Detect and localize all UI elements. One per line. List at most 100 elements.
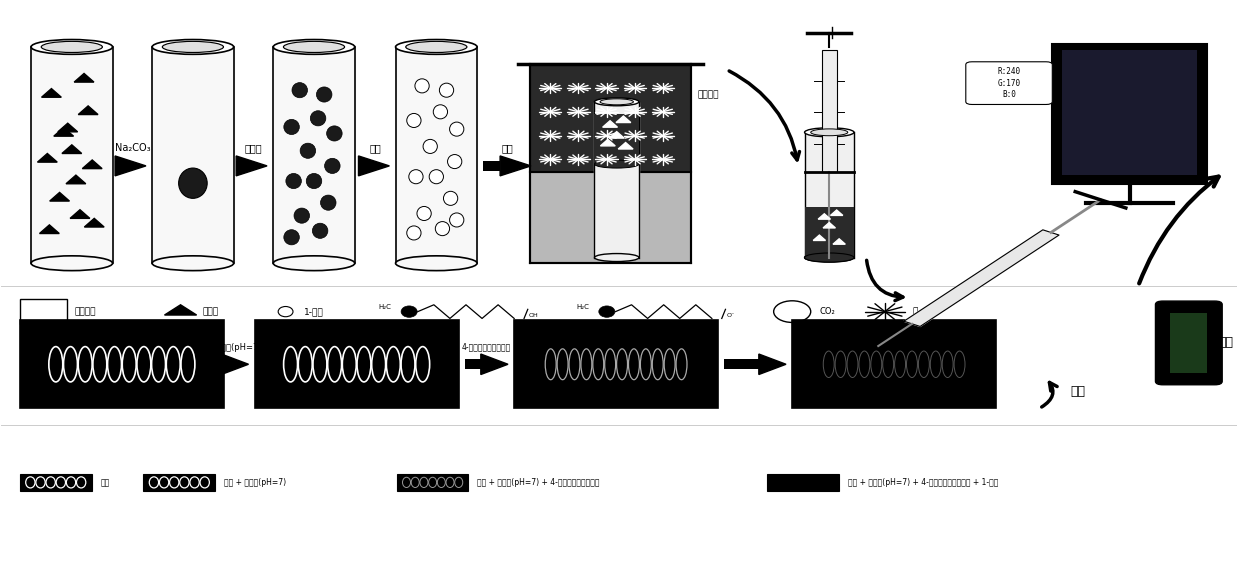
Bar [465, 359, 483, 370]
Ellipse shape [162, 41, 223, 53]
Ellipse shape [444, 191, 457, 205]
Polygon shape [610, 132, 624, 138]
Bar [274, 47, 354, 263]
Ellipse shape [279, 307, 292, 317]
Bar [483, 161, 501, 171]
Bar [595, 102, 639, 257]
Polygon shape [62, 145, 82, 153]
Ellipse shape [595, 98, 639, 106]
Bar [255, 320, 458, 408]
Bar [31, 47, 113, 263]
Bar [514, 320, 719, 408]
Polygon shape [618, 142, 633, 149]
Polygon shape [501, 156, 532, 176]
Ellipse shape [434, 105, 447, 119]
Text: 冰: 冰 [912, 307, 917, 316]
Ellipse shape [406, 226, 421, 240]
Ellipse shape [804, 253, 854, 262]
Bar [821, 50, 836, 172]
Ellipse shape [292, 82, 307, 98]
Ellipse shape [395, 39, 477, 54]
Ellipse shape [31, 256, 113, 271]
Ellipse shape [415, 79, 429, 93]
Polygon shape [823, 223, 835, 228]
Text: 拍照: 拍照 [1070, 385, 1085, 398]
Ellipse shape [31, 39, 113, 54]
Bar [115, 161, 119, 171]
Text: 水溶液(pH=7): 水溶液(pH=7) [217, 343, 263, 352]
Ellipse shape [310, 111, 326, 126]
Bar [224, 359, 230, 370]
Ellipse shape [41, 41, 103, 53]
Ellipse shape [804, 253, 854, 262]
Polygon shape [222, 354, 249, 375]
Text: 样品溶液: 样品溶液 [74, 307, 95, 316]
Text: 拍照: 拍照 [1218, 336, 1234, 349]
Bar [725, 359, 761, 370]
Polygon shape [602, 121, 617, 127]
Text: 柠檬酸: 柠檬酸 [244, 144, 263, 153]
Ellipse shape [284, 230, 300, 245]
Ellipse shape [294, 208, 310, 223]
Ellipse shape [395, 256, 477, 271]
Ellipse shape [274, 256, 354, 271]
FancyBboxPatch shape [1156, 301, 1222, 385]
Ellipse shape [600, 99, 633, 105]
Text: 棉线 + 水溶液(pH=7): 棉线 + 水溶液(pH=7) [224, 478, 286, 487]
Polygon shape [601, 140, 616, 146]
Polygon shape [58, 123, 78, 132]
Ellipse shape [450, 122, 463, 136]
Ellipse shape [435, 221, 450, 236]
Text: 棉线 + 水溶液(pH=7) + 4-甲氧苯重氮四氟饶盐 + 1-草醇: 棉线 + 水溶液(pH=7) + 4-甲氧苯重氮四氟饶盐 + 1-草醇 [847, 478, 999, 487]
Ellipse shape [595, 253, 639, 261]
Ellipse shape [286, 173, 301, 189]
Text: 棉线 + 水溶液(pH=7) + 4-甲氧苯重氮四氟饶盐: 棉线 + 水溶液(pH=7) + 4-甲氧苯重氮四氟饶盐 [477, 478, 600, 487]
Polygon shape [481, 354, 508, 375]
Bar [530, 172, 691, 263]
Ellipse shape [447, 154, 462, 169]
Polygon shape [84, 219, 104, 227]
Ellipse shape [595, 160, 639, 168]
Ellipse shape [152, 39, 234, 54]
Ellipse shape [274, 39, 354, 54]
Text: H₂C: H₂C [576, 304, 589, 310]
Text: 去除水颗: 去除水颗 [698, 90, 719, 99]
Polygon shape [82, 160, 102, 169]
Ellipse shape [773, 301, 810, 323]
FancyBboxPatch shape [965, 62, 1052, 105]
Ellipse shape [312, 223, 328, 239]
Polygon shape [813, 235, 825, 240]
Ellipse shape [306, 173, 322, 189]
Polygon shape [758, 354, 786, 375]
Polygon shape [37, 153, 57, 162]
Polygon shape [42, 89, 61, 97]
Bar [152, 47, 234, 263]
Text: 1-萘酚: 1-萘酚 [304, 307, 323, 316]
Bar [358, 161, 361, 171]
Polygon shape [40, 225, 59, 233]
Bar [792, 320, 996, 408]
Text: 4-甲氧苯重氮四氟饶盐: 4-甲氧苯重氮四氟饶盐 [462, 343, 510, 352]
Text: Na₂CO₃: Na₂CO₃ [114, 144, 150, 153]
Ellipse shape [325, 158, 339, 173]
Ellipse shape [316, 87, 332, 102]
Ellipse shape [178, 168, 207, 198]
Polygon shape [115, 156, 146, 176]
Ellipse shape [598, 306, 615, 317]
Text: CO₂: CO₂ [819, 307, 835, 316]
Ellipse shape [440, 83, 453, 97]
Ellipse shape [409, 170, 422, 184]
Text: O⁻: O⁻ [727, 313, 735, 318]
Polygon shape [830, 210, 843, 216]
Polygon shape [66, 175, 85, 184]
Bar [20, 320, 224, 408]
Text: H₂C: H₂C [378, 304, 392, 310]
Ellipse shape [284, 41, 344, 53]
Bar [396, 474, 468, 491]
Ellipse shape [804, 128, 854, 137]
Bar [530, 64, 691, 172]
Ellipse shape [1184, 309, 1193, 312]
Polygon shape [833, 239, 845, 244]
Ellipse shape [810, 129, 847, 136]
Text: 百草图: 百草图 [203, 307, 219, 316]
